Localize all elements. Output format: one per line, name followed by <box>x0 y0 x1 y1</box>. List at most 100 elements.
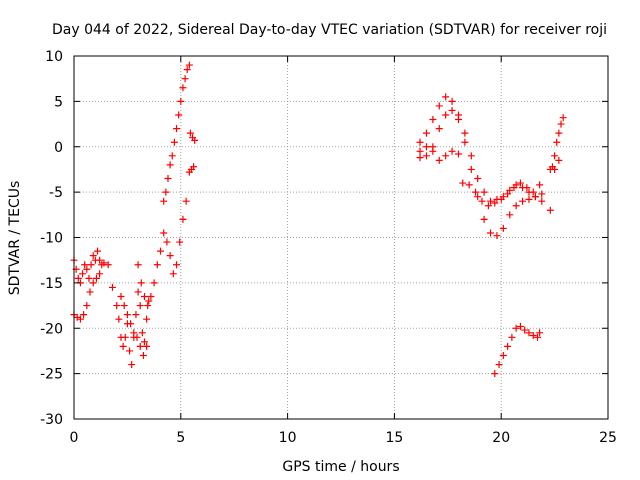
data-point <box>472 188 480 196</box>
data-point <box>86 288 94 296</box>
series-roji-c <box>104 261 153 369</box>
data-point <box>145 297 153 305</box>
y-tick-label: -20 <box>40 321 63 337</box>
data-point <box>170 138 178 146</box>
data-point <box>166 161 174 169</box>
series-roji-f <box>160 61 193 205</box>
data-point <box>83 265 91 273</box>
series-roji-e <box>134 197 190 310</box>
data-point <box>177 97 185 105</box>
data-point <box>551 165 559 173</box>
data-point <box>506 186 514 194</box>
data-point <box>138 329 146 337</box>
data-point <box>497 195 505 203</box>
data-point <box>164 175 172 183</box>
data-point <box>516 322 524 330</box>
data-point <box>448 106 456 114</box>
data-point <box>179 84 187 92</box>
data-point <box>480 215 488 223</box>
data-point <box>487 229 495 237</box>
grid-lines <box>74 56 608 419</box>
x-tick-label: 25 <box>599 430 617 446</box>
data-point <box>85 274 93 282</box>
data-point <box>504 342 512 350</box>
data-point <box>531 193 539 201</box>
data-point <box>127 320 135 328</box>
data-point <box>555 129 563 137</box>
data-point <box>79 270 87 278</box>
y-tick-label: 0 <box>54 140 63 156</box>
data-point <box>136 342 144 350</box>
data-point <box>478 197 486 205</box>
data-point <box>143 315 151 323</box>
x-tick-label: 10 <box>279 430 297 446</box>
data-point <box>160 197 168 205</box>
data-point <box>510 184 518 192</box>
data-point <box>120 302 128 310</box>
x-tick-label: 0 <box>70 430 79 446</box>
data-point <box>87 261 95 269</box>
data-point <box>128 361 136 369</box>
data-point <box>499 351 507 359</box>
data-point <box>435 125 443 133</box>
data-point <box>76 315 84 323</box>
data-point <box>173 125 181 133</box>
data-point <box>186 129 194 137</box>
data-point <box>467 165 475 173</box>
data-point <box>123 311 131 319</box>
data-point <box>519 197 527 205</box>
data-point <box>190 163 198 171</box>
data-point <box>454 116 462 124</box>
data-point <box>160 229 168 237</box>
data-point <box>484 202 492 210</box>
data-point <box>448 147 456 155</box>
y-tick-label: -25 <box>40 367 63 383</box>
y-tick-label: -5 <box>49 185 63 201</box>
data-point <box>121 333 129 341</box>
data-point <box>183 66 191 74</box>
chart-title: Day 044 of 2022, Sidereal Day-to-day VTE… <box>52 22 607 38</box>
data-point <box>134 261 142 269</box>
series-roji-g <box>185 129 199 176</box>
data-point <box>140 338 148 346</box>
data-point <box>442 152 450 160</box>
data-point <box>113 302 121 310</box>
y-tick-label: 5 <box>54 94 63 110</box>
data-point <box>553 138 561 146</box>
y-tick-label: -15 <box>40 276 63 292</box>
data-point <box>422 143 430 151</box>
data-point <box>83 302 91 310</box>
data-point <box>168 152 176 160</box>
data-point <box>133 333 141 341</box>
data-point <box>150 279 158 287</box>
data-point <box>139 351 147 359</box>
data-point <box>491 370 499 378</box>
data-point <box>416 138 424 146</box>
data-point <box>536 181 544 189</box>
series-roji-d <box>117 292 151 359</box>
data-point <box>132 311 140 319</box>
data-point <box>100 259 108 267</box>
data-point <box>96 256 104 264</box>
data-point <box>525 329 533 337</box>
data-point <box>551 152 559 160</box>
series-roji-m <box>546 114 567 214</box>
data-point <box>144 302 152 310</box>
data-point <box>442 111 450 119</box>
data-point <box>429 116 437 124</box>
data-point <box>182 197 190 205</box>
series-roji-j <box>416 143 462 164</box>
data-point <box>166 252 174 260</box>
axis-ticks: 0 5 10 15 20 25 -30 -25 -20 -15 -10 -5 0 5 10 <box>40 49 617 446</box>
data-point <box>157 247 165 255</box>
data-point <box>162 188 170 196</box>
data-point <box>529 332 537 340</box>
data-point <box>179 215 187 223</box>
data-point <box>89 279 97 287</box>
data-point <box>467 152 475 160</box>
data-point <box>80 311 88 319</box>
data-point <box>559 114 567 122</box>
data-point <box>499 224 507 232</box>
data-point <box>529 188 537 196</box>
